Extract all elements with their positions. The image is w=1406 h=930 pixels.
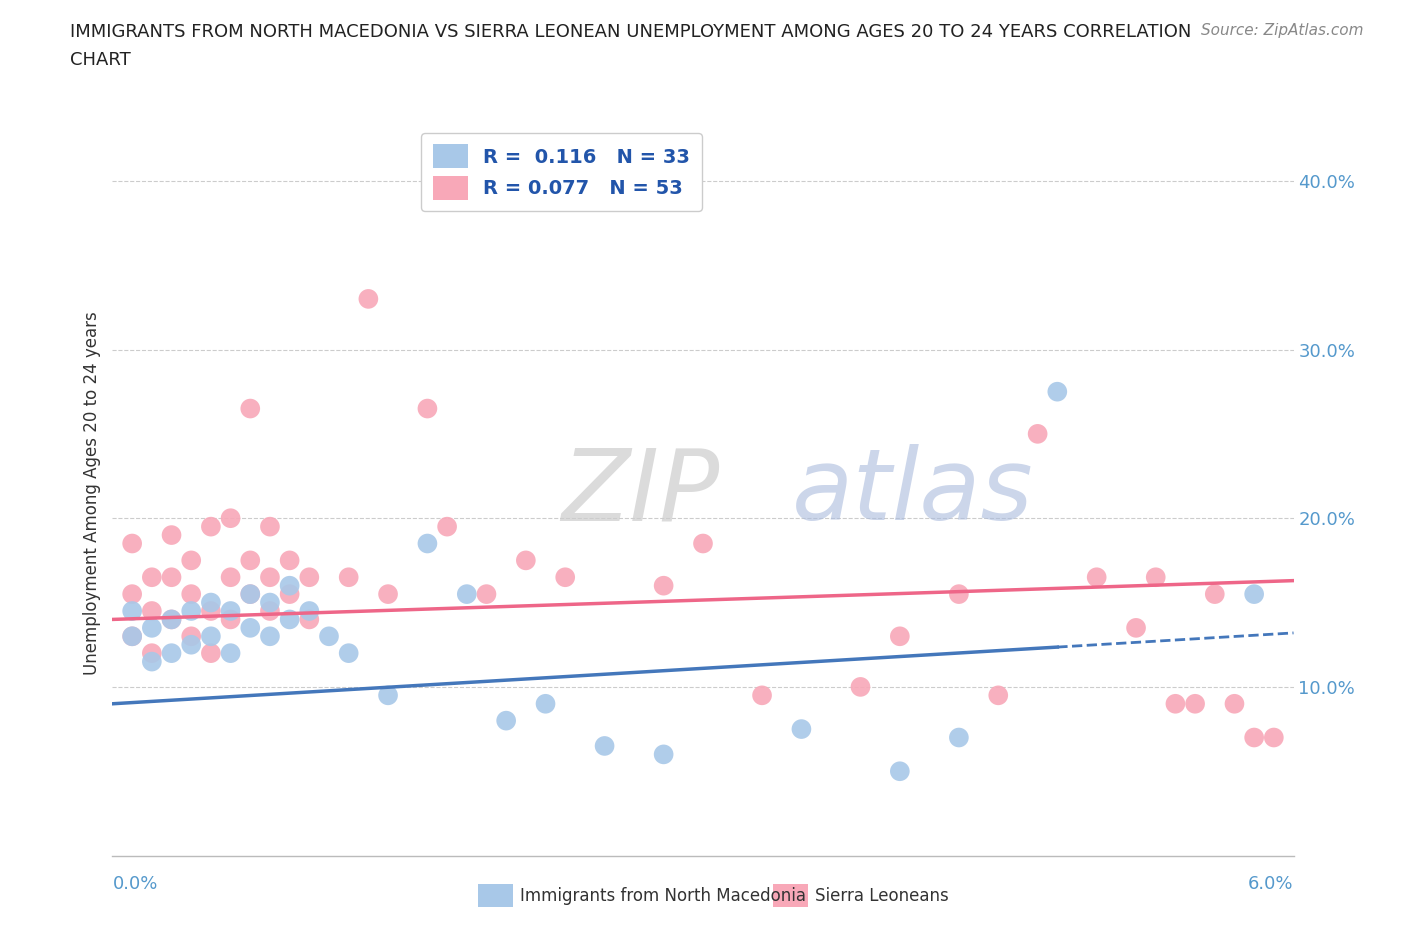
Text: CHART: CHART [70, 51, 131, 69]
Point [1204, 587, 1226, 602]
Point [1144, 570, 1167, 585]
Point [200, 604, 222, 618]
Legend: R =  0.116   N = 33, R = 0.077   N = 53: R = 0.116 N = 33, R = 0.077 N = 53 [420, 133, 702, 211]
Point [889, 629, 911, 644]
Point [200, 629, 222, 644]
Point [554, 570, 576, 585]
Point [593, 738, 616, 753]
Point [1026, 427, 1049, 442]
Point [278, 587, 301, 602]
Point [259, 629, 281, 644]
Point [121, 604, 143, 618]
Point [160, 612, 183, 627]
Point [849, 680, 872, 695]
Point [141, 654, 163, 669]
Point [259, 604, 281, 618]
Point [495, 713, 517, 728]
Text: ZIP: ZIP [561, 445, 720, 541]
Point [180, 553, 202, 568]
Text: atlas: atlas [792, 445, 1033, 541]
Point [121, 629, 143, 644]
Point [239, 620, 262, 635]
Point [377, 688, 399, 703]
Point [239, 553, 262, 568]
Point [987, 688, 1010, 703]
Point [889, 764, 911, 778]
Point [652, 578, 675, 593]
Point [1046, 384, 1069, 399]
Point [1125, 620, 1147, 635]
Point [141, 620, 163, 635]
Text: IMMIGRANTS FROM NORTH MACEDONIA VS SIERRA LEONEAN UNEMPLOYMENT AMONG AGES 20 TO : IMMIGRANTS FROM NORTH MACEDONIA VS SIERR… [70, 23, 1192, 41]
Point [1164, 697, 1187, 711]
Point [692, 536, 714, 551]
Point [948, 730, 970, 745]
Point [121, 536, 143, 551]
Point [298, 604, 321, 618]
Point [160, 527, 183, 542]
Point [160, 612, 183, 627]
Point [515, 553, 537, 568]
Point [239, 587, 262, 602]
Point [259, 519, 281, 534]
Point [160, 645, 183, 660]
Point [180, 637, 202, 652]
Point [416, 536, 439, 551]
Point [416, 401, 439, 416]
Point [751, 688, 773, 703]
Point [259, 570, 281, 585]
Point [377, 587, 399, 602]
Point [239, 587, 262, 602]
Text: Immigrants from North Macedonia: Immigrants from North Macedonia [520, 886, 806, 905]
Point [141, 604, 163, 618]
Point [652, 747, 675, 762]
Point [219, 511, 242, 525]
Text: Source: ZipAtlas.com: Source: ZipAtlas.com [1201, 23, 1364, 38]
Point [1085, 570, 1108, 585]
Point [121, 587, 143, 602]
Point [1243, 587, 1265, 602]
Point [219, 612, 242, 627]
Point [948, 587, 970, 602]
Point [298, 612, 321, 627]
Point [259, 595, 281, 610]
Point [160, 570, 183, 585]
Point [534, 697, 557, 711]
Point [1243, 730, 1265, 745]
Point [1263, 730, 1285, 745]
Point [337, 645, 360, 660]
Text: Sierra Leoneans: Sierra Leoneans [815, 886, 949, 905]
Point [278, 612, 301, 627]
Point [790, 722, 813, 737]
Y-axis label: Unemployment Among Ages 20 to 24 years: Unemployment Among Ages 20 to 24 years [83, 311, 101, 675]
Point [357, 291, 380, 306]
Point [298, 570, 321, 585]
Point [219, 645, 242, 660]
Text: 6.0%: 6.0% [1249, 874, 1294, 893]
Point [278, 553, 301, 568]
Point [219, 570, 242, 585]
Point [1223, 697, 1246, 711]
Point [141, 570, 163, 585]
Text: 0.0%: 0.0% [112, 874, 157, 893]
Point [475, 587, 498, 602]
Point [200, 595, 222, 610]
Point [180, 587, 202, 602]
Point [278, 578, 301, 593]
Point [456, 587, 478, 602]
Point [318, 629, 340, 644]
Point [200, 519, 222, 534]
Point [141, 645, 163, 660]
Point [180, 604, 202, 618]
Point [219, 604, 242, 618]
Point [200, 645, 222, 660]
Point [239, 401, 262, 416]
Point [1184, 697, 1206, 711]
Point [180, 629, 202, 644]
Point [121, 629, 143, 644]
Point [337, 570, 360, 585]
Point [436, 519, 458, 534]
